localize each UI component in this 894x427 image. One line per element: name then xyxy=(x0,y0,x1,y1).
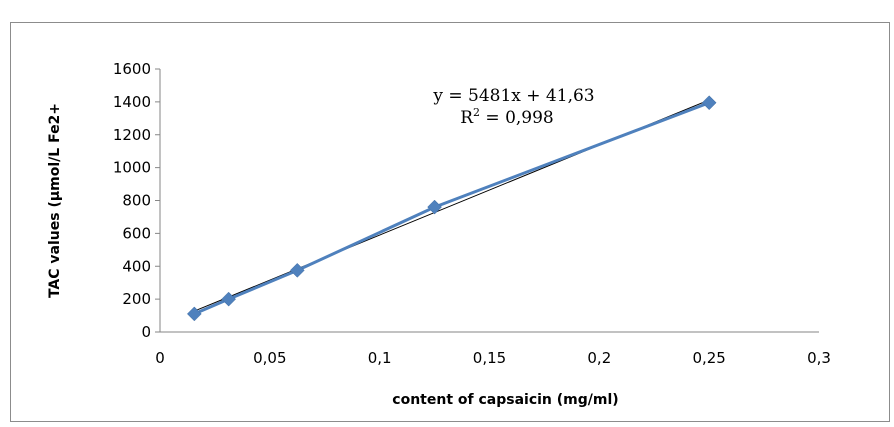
x-tick-label: 0,3 xyxy=(807,349,831,367)
x-tick-label: 0,25 xyxy=(692,349,725,367)
y-tick-label: 600 xyxy=(122,224,151,242)
trendline-equation: y = 5481x + 41,63 xyxy=(432,86,594,106)
series-line xyxy=(193,101,710,316)
y-tick-label: 1200 xyxy=(113,126,151,144)
data-point-marker xyxy=(186,306,202,322)
y-tick-label: 1000 xyxy=(113,159,151,177)
y-tick-label: 400 xyxy=(122,257,151,275)
y-tick-label: 200 xyxy=(122,290,151,308)
data-point-marker xyxy=(427,199,442,215)
data-series xyxy=(186,95,717,322)
y-tick-label: 800 xyxy=(122,192,151,210)
r-squared-value: = 0,998 xyxy=(480,108,554,128)
r-squared-superscript: 2 xyxy=(473,106,480,119)
y-tick-label: 1600 xyxy=(113,60,151,78)
x-tick-label: 0,15 xyxy=(473,349,506,367)
y-axis: 0 200 400 600 800 1000 1200 1400 1600 xyxy=(113,60,161,341)
x-tick-label: 0,05 xyxy=(253,349,286,367)
x-tick-label: 0 xyxy=(155,349,165,367)
y-tick-label: 1400 xyxy=(113,93,151,111)
y-axis-title: TAC values (µmol/L Fe2+ xyxy=(47,103,63,298)
chart-frame: 0 200 400 600 800 1000 1200 1400 1600 0 0,05 0,1 0,… xyxy=(10,22,890,422)
data-point-marker xyxy=(221,291,236,307)
y-tick-label: 0 xyxy=(141,323,151,341)
data-point-marker xyxy=(701,95,717,111)
x-tick-label: 0,1 xyxy=(368,349,392,367)
x-tick-label: 0,2 xyxy=(587,349,611,367)
x-axis: 0 0,05 0,1 0,15 0,2 0,25 0,3 xyxy=(155,331,831,367)
r-squared-prefix: R xyxy=(460,108,474,128)
chart-svg: 0 200 400 600 800 1000 1200 1400 1600 0 0,05 0,1 0,… xyxy=(47,60,831,408)
x-axis-title: content of capsaicin (mg/ml) xyxy=(392,392,618,408)
r-squared-label: R2 = 0,998 xyxy=(460,106,554,128)
data-point-marker xyxy=(289,263,305,278)
